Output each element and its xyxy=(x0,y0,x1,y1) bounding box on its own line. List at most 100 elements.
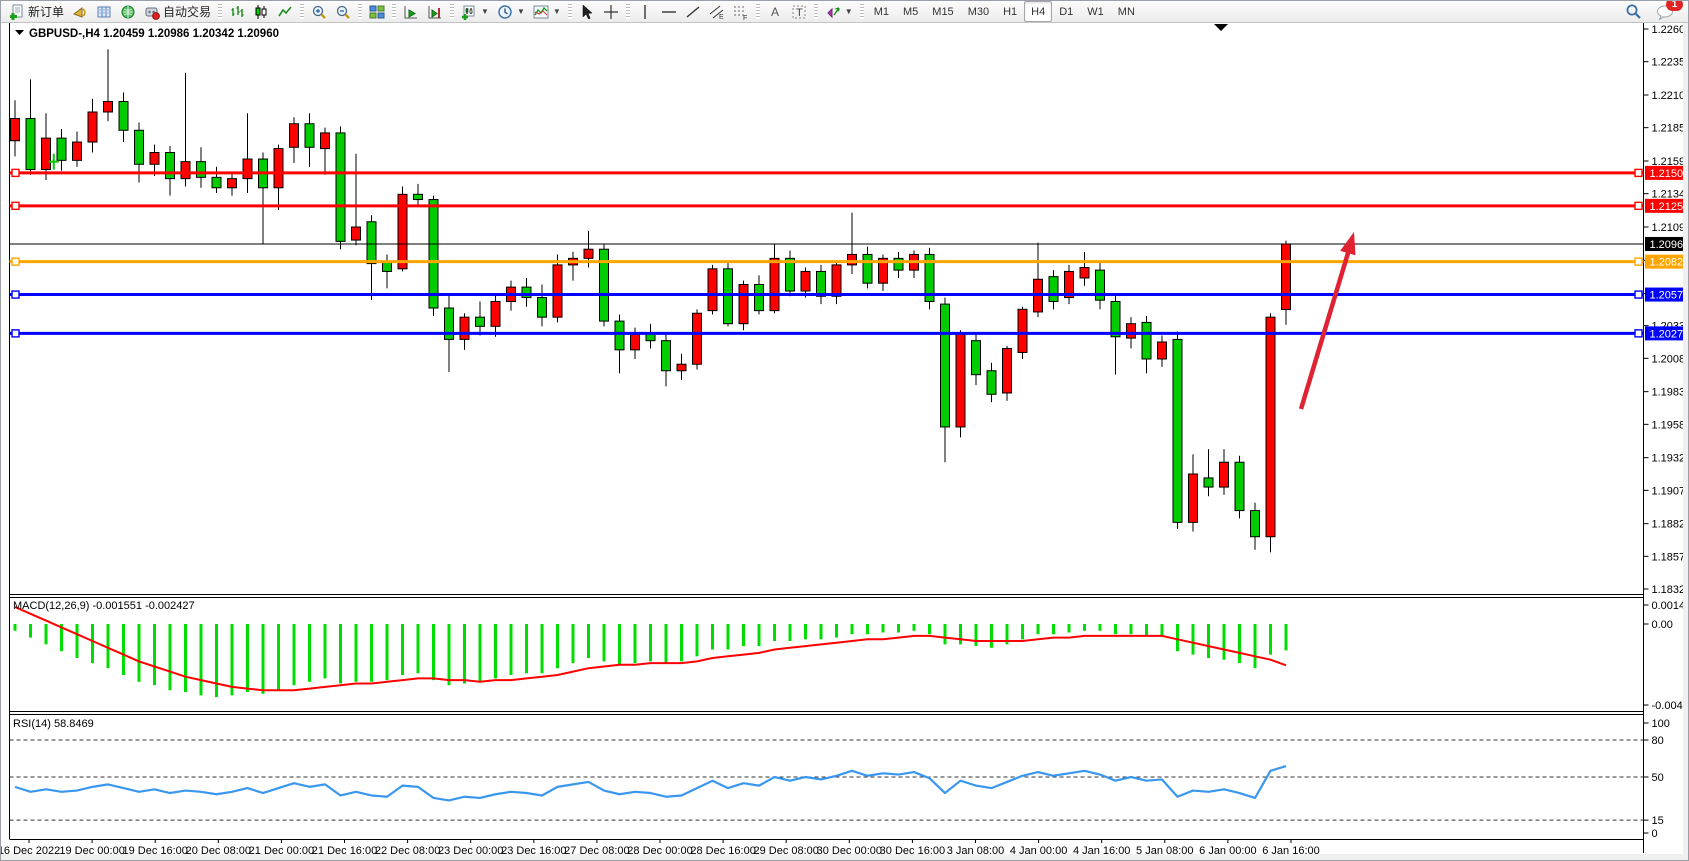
price-tick-label: 1.20085 xyxy=(1652,353,1689,365)
macd-tick-label: -0.004636 xyxy=(1652,700,1689,712)
horizontal-line-tool-button[interactable] xyxy=(657,1,681,22)
horizontal-line-icon xyxy=(661,10,676,13)
candles-layer xyxy=(10,49,1291,553)
timeframe-button-m15[interactable]: M15 xyxy=(932,5,954,18)
timeframe-group: M1 M5 M15 M30 H1 H4 D1 W1 MN xyxy=(867,1,1142,22)
market-watch-button[interactable] xyxy=(92,1,116,22)
symbol-label-group: GBPUSD-,H4 1.20459 1.20986 1.20342 1.209… xyxy=(15,28,279,40)
chart-shift-icon xyxy=(428,5,442,18)
crosshair-icon xyxy=(603,4,618,19)
bar-chart-mode-button[interactable] xyxy=(225,1,249,22)
timeframe-button-m1[interactable]: M1 xyxy=(873,5,889,18)
new-chart-icon xyxy=(462,5,475,20)
new-order-button[interactable]: 新订单 xyxy=(5,1,68,22)
candle-down xyxy=(986,370,997,395)
timeframe-button-mn[interactable]: MN xyxy=(1117,5,1135,18)
timeframe-button-w1[interactable]: W1 xyxy=(1087,5,1104,18)
price-badge-label: 1.21504 xyxy=(1650,168,1689,180)
rsi-tick-label: 80 xyxy=(1652,735,1664,747)
auto-scroll-icon xyxy=(404,5,418,18)
buy-marker-icon xyxy=(48,153,59,170)
cursor-tool-button[interactable] xyxy=(575,1,599,22)
timeframe-button-h1[interactable]: H1 xyxy=(1003,5,1018,18)
rsi-tick-label: 0 xyxy=(1652,828,1658,840)
candle-up xyxy=(1017,308,1028,353)
trendline-tool-button[interactable] xyxy=(681,1,705,22)
timeframe-button-m5[interactable]: M5 xyxy=(903,5,919,18)
macd-label: MACD(12,26,9) -0.001551 -0.002427 xyxy=(13,600,195,612)
indicators-button[interactable]: ▼ xyxy=(529,1,565,22)
autotrading-icon xyxy=(145,7,160,20)
toolbar-separator xyxy=(392,4,397,19)
candle-down xyxy=(754,283,764,312)
new-chart-button[interactable]: ▼ xyxy=(457,1,493,22)
search-icon xyxy=(1626,4,1641,19)
arrow-shapes-icon xyxy=(827,6,840,18)
tile-windows-button[interactable] xyxy=(365,1,389,22)
rsi-tick-label: 15 xyxy=(1652,815,1664,827)
chevron-down-icon: ▼ xyxy=(844,7,853,16)
candle-down xyxy=(444,307,454,340)
toolbar: 新订单 自动交易 xyxy=(1,1,1688,23)
vertical-line-tool-button[interactable] xyxy=(633,1,657,22)
candle-chart-mode-button[interactable] xyxy=(249,1,273,22)
candle-up xyxy=(41,137,51,170)
price-badge xyxy=(1645,236,1688,251)
chart-area[interactable]: 1.22605 1.22355 1.22100 1.21850 1.21595 1.213… xyxy=(1,22,1688,860)
timeframe-button-m30[interactable]: M30 xyxy=(967,5,990,18)
candle-down xyxy=(211,176,222,189)
arrows-tool-button[interactable]: ▼ xyxy=(821,1,857,22)
toolbar-separator xyxy=(218,4,223,19)
autotrading-label: 自动交易 xyxy=(163,5,212,19)
price-tick-label: 1.19830 xyxy=(1652,387,1689,399)
new-order-icon xyxy=(10,4,23,20)
chevron-down-icon: ▼ xyxy=(552,7,561,16)
price-tick-label: 1.19325 xyxy=(1652,453,1689,465)
candle-up xyxy=(87,111,98,143)
zoom-out-button[interactable] xyxy=(331,1,355,22)
text-label-tool-button[interactable]: T xyxy=(787,1,811,22)
channel-tool-button[interactable]: E xyxy=(705,1,729,22)
price-badge-label: 1.20960 xyxy=(1650,239,1689,251)
line-chart-mode-button[interactable] xyxy=(273,1,297,22)
signal-globe-icon xyxy=(121,5,135,18)
macd-tick-label: 0.00 xyxy=(1652,619,1673,631)
chart-shift-button[interactable] xyxy=(423,1,447,22)
candle-up xyxy=(630,332,640,351)
candle-up xyxy=(1002,348,1012,394)
timeframe-button-h4[interactable]: H4 xyxy=(1024,1,1053,22)
autotrading-button[interactable]: 自动交易 xyxy=(140,1,215,22)
level-handle xyxy=(1634,329,1643,338)
price-badge-label: 1.20276 xyxy=(1650,328,1689,340)
level-handle xyxy=(1634,201,1643,211)
periodicity-button[interactable]: ▼ xyxy=(493,1,529,22)
chat-button[interactable]: 1 xyxy=(1652,1,1683,22)
zoom-in-button[interactable] xyxy=(307,1,331,22)
alerts-button[interactable] xyxy=(68,1,92,22)
timeframe-button-d1[interactable]: D1 xyxy=(1059,5,1074,18)
crosshair-tool-button[interactable] xyxy=(599,1,623,22)
price-tick-label: 1.21595 xyxy=(1652,156,1689,168)
price-badge xyxy=(1645,287,1688,302)
svg-text:E: E xyxy=(719,14,724,20)
zoom-in-icon xyxy=(312,5,326,19)
candle-up xyxy=(831,264,842,297)
text-tool-button[interactable]: A xyxy=(763,1,787,22)
cursor-icon xyxy=(582,3,593,19)
tile-windows-icon xyxy=(369,5,385,18)
price-tick-label: 1.19075 xyxy=(1652,485,1689,497)
window-edge-bottom xyxy=(1,854,1688,860)
toolbar-separator xyxy=(567,4,572,19)
level-handle xyxy=(1634,290,1643,299)
toolbar-separator xyxy=(358,4,363,19)
candle-up xyxy=(72,141,82,161)
symbol-dropdown-icon xyxy=(15,30,24,35)
candle-up xyxy=(878,257,888,284)
fibonacci-tool-button[interactable]: F xyxy=(729,1,753,22)
price-badge xyxy=(1645,165,1688,180)
candle-down xyxy=(971,340,981,376)
price-badge xyxy=(1645,198,1688,213)
search-button[interactable] xyxy=(1621,1,1646,22)
auto-scroll-button[interactable] xyxy=(399,1,423,22)
signals-button[interactable] xyxy=(116,1,140,22)
